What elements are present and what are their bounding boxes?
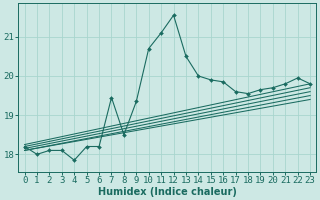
X-axis label: Humidex (Indice chaleur): Humidex (Indice chaleur) [98, 187, 237, 197]
